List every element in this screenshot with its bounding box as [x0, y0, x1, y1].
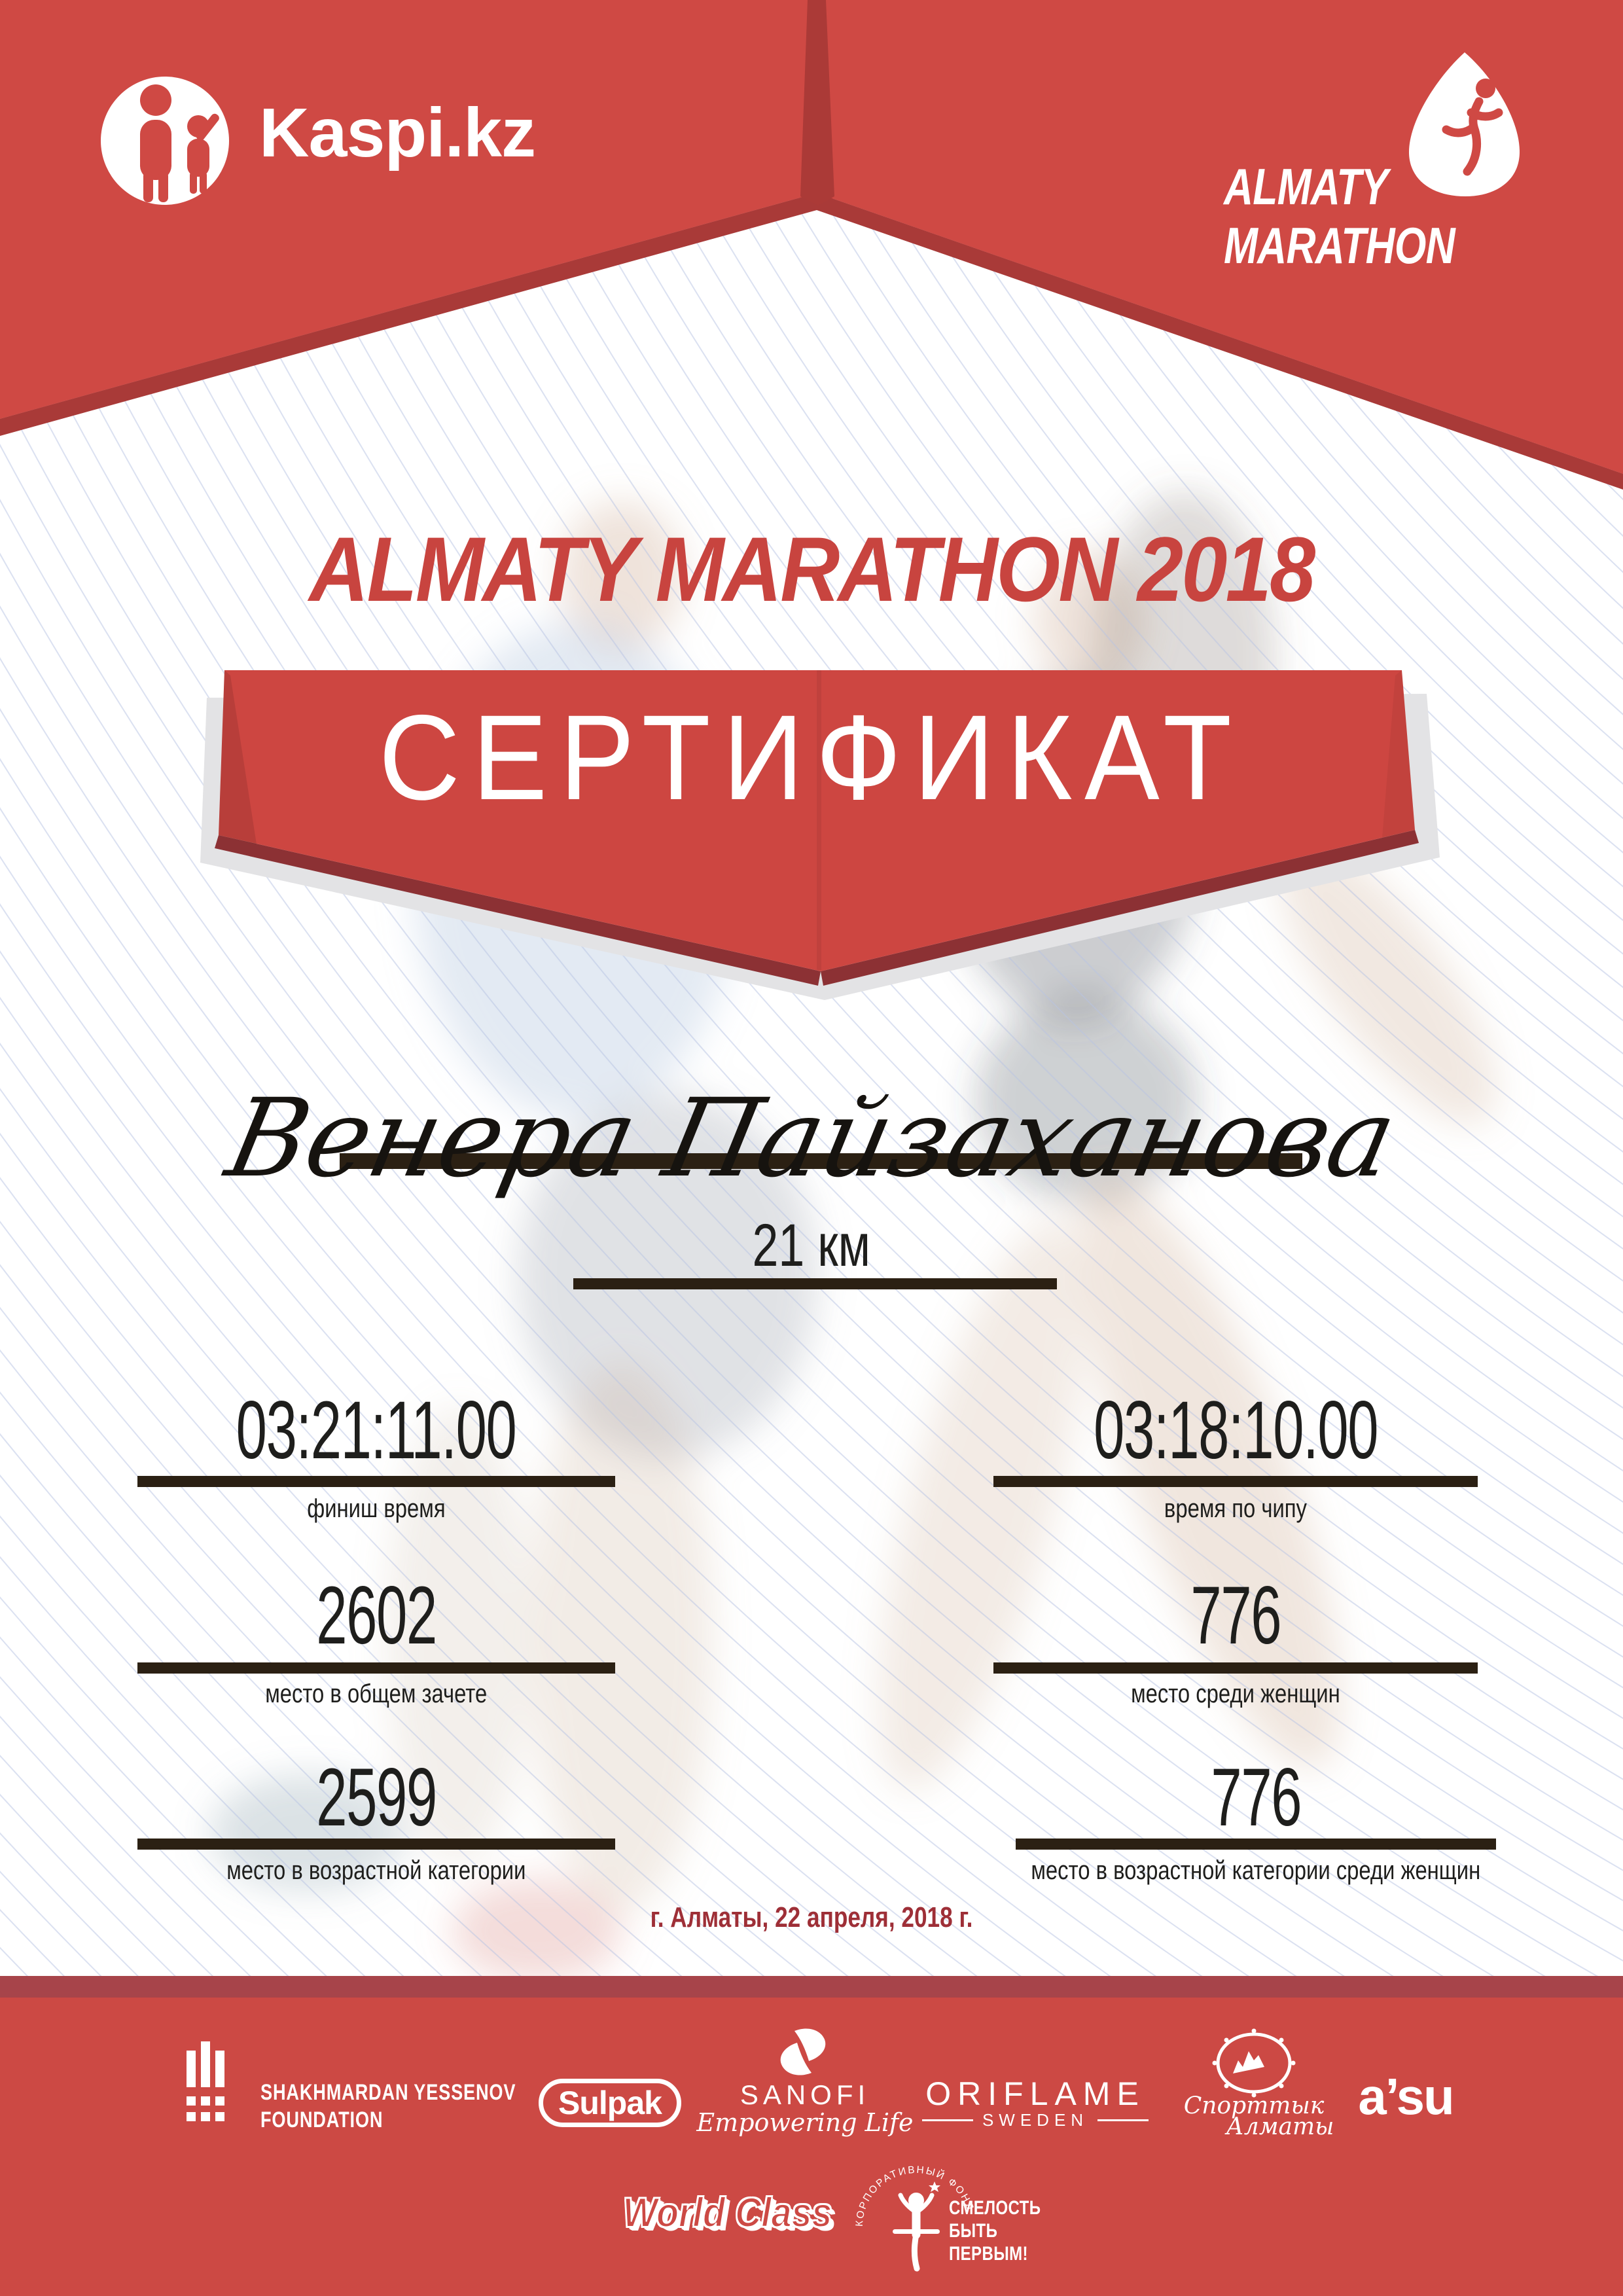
kaspi-logo-text: Kaspi.kz [259, 94, 536, 171]
almaty-marathon-runner-icon [1408, 52, 1520, 196]
result-label-finish-time: финиш время [307, 1494, 446, 1523]
result-label-agecat-women-place: место в возрастной категории среди женщи… [1031, 1856, 1481, 1885]
header-banner [0, 0, 1623, 490]
result-value-finish-time: 03:21:11.00 [236, 1385, 517, 1476]
distance-underline [573, 1278, 1057, 1289]
footer-accent-stripe [0, 1976, 1623, 1998]
sponsor-oriflame-sub: SWEDEN [904, 2111, 1166, 2128]
sponsor-yessenov-line2: FOUNDATION [260, 2108, 383, 2132]
result-rule [137, 1662, 615, 1674]
result-label-women-place: место среди женщин [1131, 1679, 1340, 1708]
result-value-agecat-women-place: 776 [1211, 1752, 1302, 1843]
yessenov-foundation-icon [187, 2041, 224, 2121]
sponsor-oriflame-sweden: SWEDEN [982, 2110, 1089, 2130]
sponsor-sanofi-text: SANOFI [740, 2079, 870, 2110]
fond-caption-line3: ПЕРВЫМ! [949, 2243, 1028, 2265]
sponsor-sulpak-logo: Sulpak [539, 2079, 681, 2127]
result-label-chip-time: время по чипу [1164, 1494, 1308, 1523]
result-rule [993, 1662, 1478, 1674]
sponsor-sanofi-tagline: Empowering Life [696, 2108, 914, 2137]
result-value-chip-time: 03:18:10.00 [1093, 1385, 1378, 1476]
sponsor-fond-caption: СМЕЛОСТЬ БЫТЬ ПЕРВЫМ! [949, 2197, 1063, 2265]
marathon-logo-line2: MARATHON [1224, 217, 1455, 274]
marathon-logo-line1: ALMATY [1224, 158, 1388, 215]
name-underline [340, 1153, 1302, 1169]
result-rule [993, 1476, 1478, 1487]
result-rule [137, 1476, 615, 1487]
sponsor-oriflame-text: ORIFLAME [925, 2075, 1145, 2112]
event-title: ALMATY MARATHON 2018 [309, 518, 1315, 620]
result-label-overall-place: место в общем зачете [265, 1679, 488, 1708]
sponsor-sulpak-text: Sulpak [558, 2085, 662, 2121]
certificate-ribbon [200, 670, 1440, 1000]
fond-caption-line2: БЫТЬ [949, 2220, 998, 2242]
result-label-agecat-place: место в возрастной категории [226, 1856, 526, 1885]
fond-caption-line1: СМЕЛОСТЬ [949, 2197, 1041, 2219]
date-location: г. Алматы, 22 апреля, 2018 г. [650, 1901, 973, 1933]
sponsor-sporttyk-line2: Алматы [1226, 2113, 1334, 2140]
distance-value: 21 км [752, 1212, 871, 1279]
sanofi-bird-icon [780, 2028, 826, 2075]
sponsor-asu-text: a’su [1358, 2068, 1454, 2125]
sporttyk-almaty-emblem-icon [1212, 2028, 1296, 2098]
result-rule [137, 1839, 615, 1850]
kaspi-figures-icon [101, 77, 229, 205]
sponsor-sporttyk-line1: Спорттык [1183, 2092, 1325, 2119]
result-value-women-place: 776 [1190, 1570, 1281, 1661]
oriflame-dash-right [1097, 2119, 1149, 2121]
certificate-label: СЕРТИФИКАТ [379, 691, 1244, 825]
participant-name: Венера Пайзаханова [217, 1075, 1406, 1201]
sponsor-worldclass-logo: World Class [622, 2190, 832, 2236]
sponsor-yessenov-line1: SHAKHMARDAN YESSENOV [260, 2080, 516, 2105]
oriflame-dash-left [921, 2119, 973, 2121]
result-value-agecat-place: 2599 [316, 1752, 437, 1843]
result-rule [1016, 1839, 1496, 1850]
result-value-overall-place: 2602 [316, 1570, 437, 1661]
